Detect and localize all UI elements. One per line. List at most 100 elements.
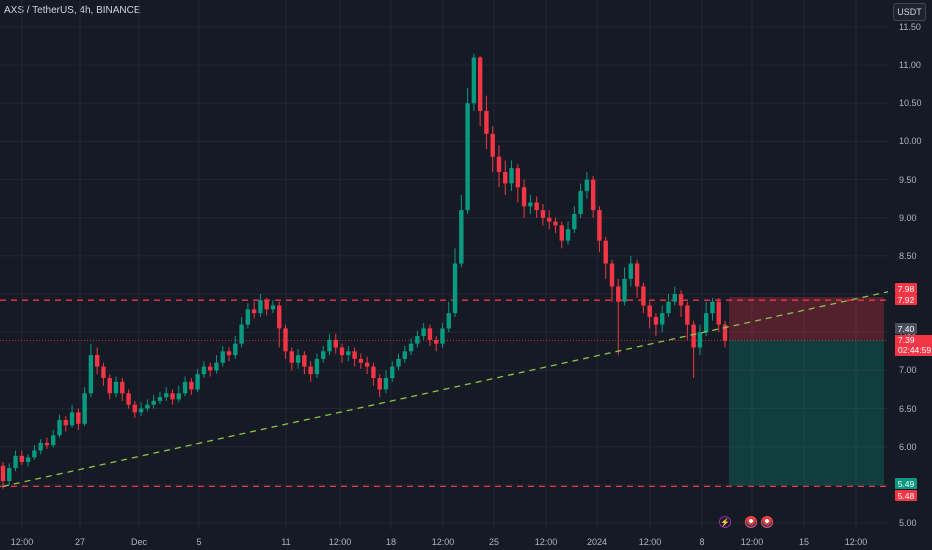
candle-body: [57, 419, 62, 436]
candle-body: [189, 381, 194, 390]
candle-body: [132, 404, 138, 413]
price-tick-label: 7.00: [899, 365, 917, 376]
candle-body: [396, 358, 401, 367]
candle-body: [515, 168, 521, 188]
candle-body: [120, 381, 125, 394]
candle-body: [113, 381, 119, 394]
candle-body: [233, 343, 238, 356]
support-level-badge: 5.48: [895, 490, 917, 501]
candle-body: [371, 366, 376, 379]
price-tick-label: 8.50: [899, 250, 917, 261]
candle-body: [402, 351, 408, 359]
time-tick-label: 8: [699, 537, 705, 547]
time-tick-label: 12:00: [328, 537, 352, 547]
candle-body: [427, 328, 433, 340]
candle-body: [521, 187, 527, 207]
currency-button[interactable]: USDT: [893, 3, 926, 21]
candle-body: [660, 313, 665, 325]
stop-level-badge: 7.92: [895, 294, 917, 305]
candle-body: [32, 450, 37, 458]
price-tick-label: 11.50: [899, 22, 921, 32]
candle-body: [716, 301, 721, 325]
price-tick-label: 6.00: [899, 441, 917, 452]
candle-body: [672, 294, 677, 302]
price-tick-label: 10.50: [899, 98, 922, 109]
stop-top-badge: 7.98: [895, 283, 917, 294]
time-tick-label: 18: [385, 537, 397, 547]
candle-body: [7, 468, 12, 482]
candle-body: [38, 442, 43, 451]
price-tick-label: 11.00: [899, 60, 921, 71]
candle-body: [377, 378, 382, 390]
candle-body: [559, 225, 564, 241]
candle-body: [634, 263, 640, 287]
candle-body: [176, 393, 181, 400]
candle-body: [333, 339, 338, 348]
candle-body: [170, 393, 175, 400]
candle-body: [157, 397, 163, 401]
candle-body: [283, 328, 288, 352]
candle-body: [653, 316, 659, 325]
candle-body: [164, 393, 169, 398]
candle-body: [126, 393, 131, 405]
time-tick-label: 15: [798, 537, 810, 547]
candle-body: [88, 355, 94, 394]
time-tick-label: Dec: [130, 537, 148, 547]
candle-body: [415, 336, 420, 344]
candle-body: [703, 313, 709, 333]
candle-body: [446, 313, 451, 329]
countdown-label: 02:44:59: [898, 345, 932, 355]
candle-body: [459, 210, 464, 264]
candle-body: [44, 442, 50, 446]
candle-body: [641, 286, 646, 306]
target-level-badge: 5.49: [895, 478, 917, 489]
candle-body: [496, 156, 502, 172]
time-tick-label: 2024: [586, 537, 608, 547]
candle-body: [622, 278, 627, 302]
candle-body: [251, 309, 257, 314]
candle-body: [647, 305, 652, 317]
candle-body: [145, 404, 150, 409]
lightning-icon[interactable]: ⚡: [719, 516, 731, 528]
candle-body: [603, 240, 608, 264]
candle-body: [390, 366, 395, 379]
candle-body: [597, 210, 602, 241]
candle-body: [691, 324, 696, 348]
candle-body: [195, 374, 200, 390]
time-tick-label: 25: [488, 537, 500, 547]
candle-body: [540, 210, 546, 218]
time-tick-label: 12:00: [431, 537, 455, 547]
candle-body: [685, 305, 690, 325]
candle-body: [346, 351, 351, 356]
time-tick-label: 12:00: [10, 537, 34, 547]
candle-body: [697, 332, 703, 348]
candle-body: [616, 286, 621, 302]
candle-body: [678, 294, 684, 306]
us-flag-icon[interactable]: [745, 516, 757, 528]
candle-body: [440, 328, 445, 344]
candle-body: [69, 412, 75, 426]
candle-body: [239, 324, 244, 344]
candle-body: [63, 419, 68, 426]
candle-body: [547, 217, 552, 222]
candle-body: [201, 366, 207, 375]
us-flag-icon[interactable]: [761, 516, 773, 528]
candle-body: [578, 191, 583, 214]
candle-body: [25, 457, 31, 462]
candle-body: [572, 213, 577, 230]
candle-body: [295, 355, 301, 363]
candle-body: [484, 110, 489, 134]
candle-body: [383, 378, 389, 390]
time-tick-label: 5: [196, 537, 202, 547]
candle-body: [553, 221, 558, 226]
time-tick-label: 12:00: [638, 537, 662, 547]
candle-body: [565, 229, 571, 241]
candle-body: [465, 103, 470, 211]
candle-body: [264, 300, 269, 310]
candle-body: [584, 179, 590, 192]
candle-body: [76, 412, 81, 424]
previous-price-badge: 7.40: [895, 323, 917, 334]
candle-body: [666, 301, 671, 314]
symbol-title[interactable]: AXS / TetherUS, 4h, BINANCE: [4, 5, 141, 16]
